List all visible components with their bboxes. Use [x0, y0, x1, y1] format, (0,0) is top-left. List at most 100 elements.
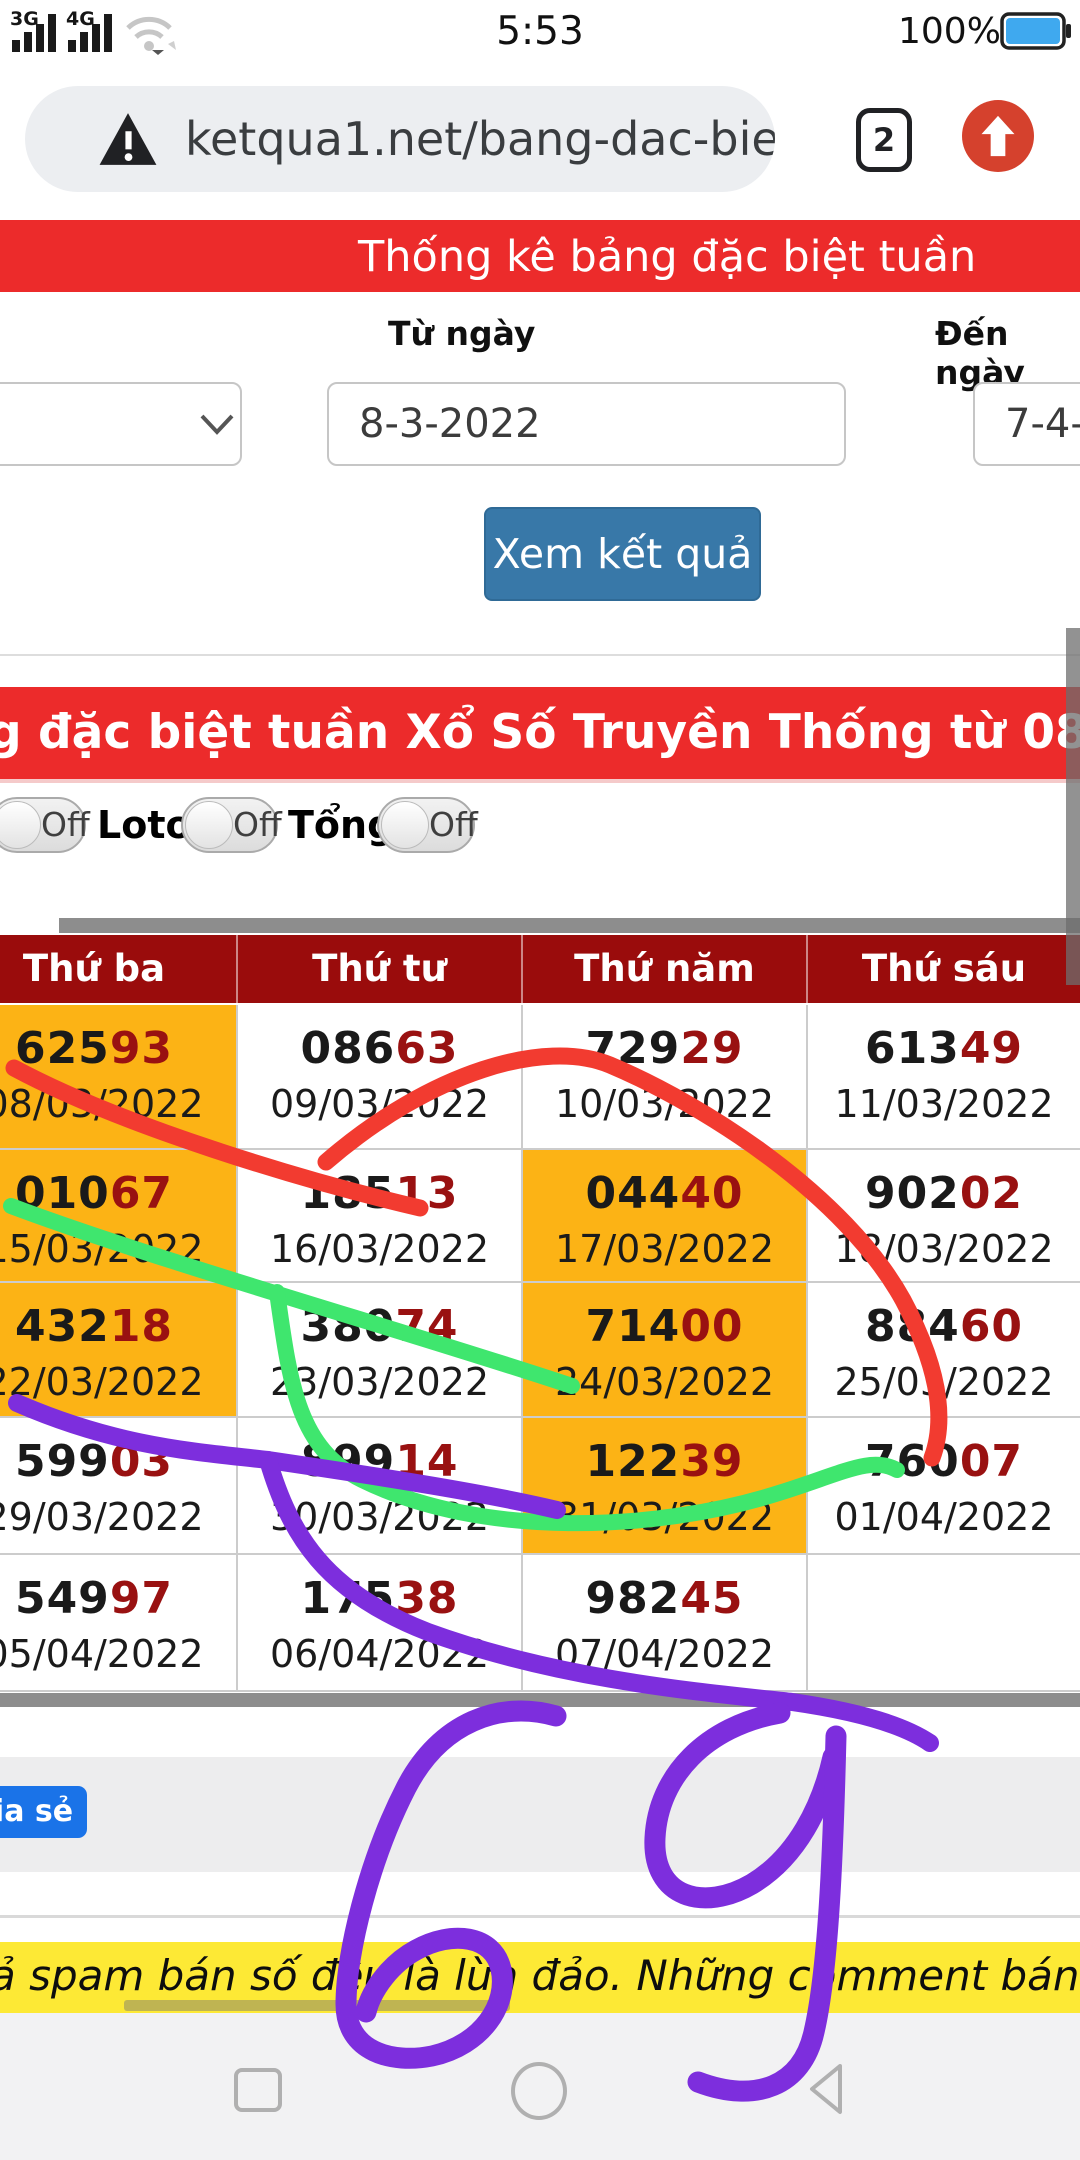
tab-counter-button[interactable]: 2	[856, 108, 912, 172]
number-prefix: 010	[14, 1168, 110, 1219]
table-cell: 43218 22/03/2022	[0, 1283, 238, 1418]
table-cell: 18513 16/03/2022	[238, 1150, 523, 1283]
number-suffix: 60	[959, 1301, 1024, 1352]
table-cell: 08663 09/03/2022	[238, 1005, 523, 1150]
draw-date: 01/04/2022	[834, 1495, 1054, 1539]
number-suffix: 63	[395, 1023, 459, 1074]
url-text: ketqua1.net/bang-dac-biet	[185, 112, 775, 166]
toggle-state: Off	[233, 805, 282, 844]
draw-date: 17/03/2022	[554, 1227, 775, 1271]
draw-date: 10/03/2022	[554, 1082, 775, 1126]
table-cell: 12239 31/03/2022	[523, 1418, 808, 1555]
draw-date: 24/03/2022	[554, 1360, 775, 1404]
number-suffix: 45	[680, 1573, 744, 1624]
lottery-number: 76007	[808, 1418, 1080, 1487]
warning-triangle-icon	[99, 113, 157, 165]
share-button[interactable]: ia sẻ	[0, 1786, 87, 1838]
number-suffix: 38	[395, 1573, 459, 1624]
number-prefix: 613	[864, 1023, 960, 1074]
number-prefix: 760	[864, 1436, 960, 1487]
number-prefix: 729	[585, 1023, 681, 1074]
lottery-number: 72929	[523, 1005, 806, 1074]
number-prefix: 549	[14, 1573, 110, 1624]
to-date-value: 7-4-2022	[1005, 401, 1080, 447]
horizontal-scrollbar-bottom[interactable]	[0, 1693, 1080, 1707]
lottery-number: 90202	[808, 1150, 1080, 1219]
draw-date: 31/03/2022	[554, 1495, 775, 1539]
lottery-number: 04440	[523, 1150, 806, 1219]
table-cell: 71400 24/03/2022	[523, 1283, 808, 1418]
number-suffix: 97	[109, 1573, 174, 1624]
number-suffix: 74	[395, 1301, 459, 1352]
lottery-number: 62593	[0, 1005, 236, 1074]
number-prefix: 884	[864, 1301, 960, 1352]
horizontal-scrollbar[interactable]	[59, 918, 1080, 933]
draw-date: 29/03/2022	[0, 1495, 204, 1539]
url-bar[interactable]: ketqua1.net/bang-dac-biet	[25, 86, 775, 192]
from-date-value: 8-3-2022	[359, 401, 541, 447]
table-cell: 88460 25/03/2022	[808, 1283, 1080, 1418]
number-suffix: 29	[680, 1023, 744, 1074]
toggle-state: Off	[41, 805, 90, 844]
vertical-scrollbar[interactable]	[1066, 628, 1080, 985]
divider	[0, 1915, 1080, 1918]
lottery-number: 38074	[238, 1283, 521, 1352]
page-title-banner: Thống kê bảng đặc biệt tuần	[0, 220, 1080, 292]
number-prefix: 625	[14, 1023, 110, 1074]
column-header-friday: Thứ sáu	[808, 935, 1080, 1003]
share-band	[0, 1757, 1080, 1872]
recent-apps-button[interactable]	[234, 2068, 282, 2112]
section-banner-text: g đặc biệt tuần Xổ Số Truyền Thống từ 08…	[0, 705, 1080, 760]
number-prefix: 982	[585, 1573, 681, 1624]
toggle-loto[interactable]: Off	[181, 797, 282, 853]
number-prefix: 175	[300, 1573, 396, 1624]
column-header-wednesday: Thứ tư	[238, 935, 523, 1003]
android-navigation-bar	[0, 2013, 1080, 2160]
toggle-knob	[381, 801, 429, 849]
table-cell-empty	[808, 1555, 1080, 1692]
cellular-signal-icon-sim1: 3G	[10, 8, 64, 54]
draw-date: 05/04/2022	[0, 1632, 204, 1676]
network-type-badge: 4G	[66, 8, 95, 30]
toggle-dau[interactable]: Off	[0, 797, 90, 853]
battery-icon	[1000, 12, 1071, 50]
number-suffix: 02	[959, 1168, 1024, 1219]
toggle-knob	[185, 801, 233, 849]
lottery-number: 98245	[523, 1555, 806, 1624]
table-cell: 90202 18/03/2022	[808, 1150, 1080, 1283]
table-cell: 38074 23/03/2022	[238, 1283, 523, 1418]
toggle-state: Off	[429, 805, 478, 844]
number-prefix: 185	[300, 1168, 396, 1219]
lottery-number: 59903	[0, 1418, 236, 1487]
table-cell: 59903 29/03/2022	[0, 1418, 238, 1555]
draw-date: 08/03/2022	[0, 1082, 204, 1126]
to-date-input[interactable]: 7-4-2022	[973, 382, 1080, 466]
table-cell: 17538 06/04/2022	[238, 1555, 523, 1692]
lottery-region-select[interactable]	[0, 382, 242, 466]
home-button[interactable]	[511, 2062, 567, 2120]
number-prefix: 086	[300, 1023, 396, 1074]
number-suffix: 18	[109, 1301, 174, 1352]
draw-date: 25/03/2022	[834, 1360, 1054, 1404]
number-prefix: 714	[585, 1301, 681, 1352]
from-date-input[interactable]: 8-3-2022	[327, 382, 846, 466]
scroll-to-top-button[interactable]	[962, 100, 1034, 172]
number-suffix: 03	[109, 1436, 174, 1487]
toggle-tong[interactable]: Off	[377, 797, 478, 853]
view-results-button[interactable]: Xem kết quả	[484, 507, 761, 601]
lottery-number	[808, 1555, 1080, 1573]
page-title: Thống kê bảng đặc biệt tuần	[358, 232, 977, 282]
draw-date: 23/03/2022	[269, 1360, 490, 1404]
loto-label: Loto	[97, 803, 192, 847]
number-prefix: 380	[300, 1301, 396, 1352]
draw-date: 30/03/2022	[269, 1495, 490, 1539]
to-date-label: Đến ngày	[935, 314, 1025, 392]
back-button[interactable]	[800, 2062, 856, 2116]
number-suffix: 49	[959, 1023, 1024, 1074]
clock-time: 5:53	[496, 9, 584, 54]
table-cell: 61349 11/03/2022	[808, 1005, 1080, 1150]
toggle-knob	[0, 801, 41, 849]
number-suffix: 93	[109, 1023, 174, 1074]
wifi-icon	[126, 16, 176, 55]
